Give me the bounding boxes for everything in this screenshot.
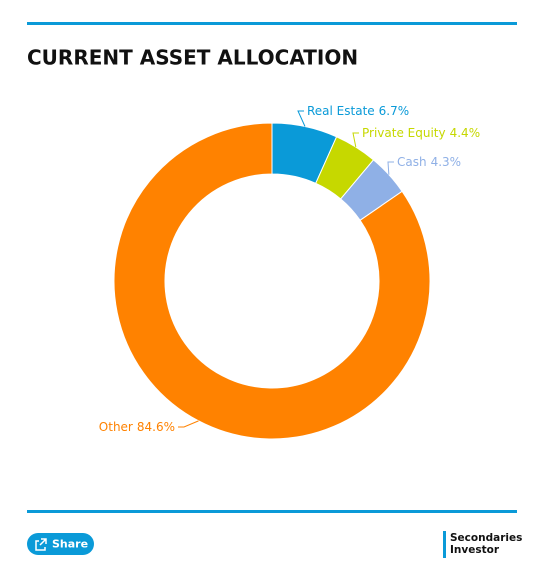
share-label[interactable]: Share (52, 538, 88, 551)
logo-text: Secondaries (450, 532, 522, 544)
logo-text: Investor (450, 544, 500, 556)
leader-line (297, 110, 306, 127)
top-rule (27, 22, 517, 25)
share-icon[interactable] (35, 538, 47, 551)
slice-label: Private Equity 4.4% (362, 126, 480, 140)
slice-name: Cash (397, 155, 427, 169)
slice-value: 4.4% (450, 126, 481, 140)
slice-label: Other 84.6% (99, 420, 175, 434)
bottom-rule (27, 510, 517, 513)
logo-bar (443, 531, 446, 558)
chart-title: CURRENT ASSET ALLOCATION (27, 46, 358, 70)
leader-line (352, 132, 359, 148)
slice-value: 84.6% (137, 420, 175, 434)
slice-label: Real Estate 6.7% (307, 104, 409, 118)
share-button[interactable]: Share (27, 533, 94, 555)
slice-name: Real Estate (307, 104, 375, 118)
slice-name: Other (99, 420, 133, 434)
leader-line (387, 161, 394, 175)
slice (113, 122, 431, 440)
slice-name: Private Equity (362, 126, 446, 140)
plot: Real Estate 6.7% Private Equity 4.4% Cash 4.3… (99, 104, 480, 440)
slice-value: 6.7% (379, 104, 410, 118)
leader-line (178, 420, 199, 428)
slice-value: 4.3% (431, 155, 462, 169)
slice-label: Cash 4.3% (397, 155, 461, 169)
